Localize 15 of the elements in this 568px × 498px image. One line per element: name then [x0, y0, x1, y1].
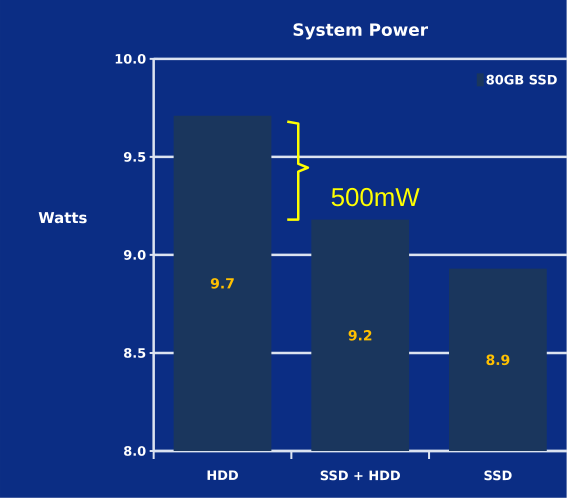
y-tick-label: 8.5	[124, 348, 146, 358]
y-tick-label: 9.5	[124, 152, 146, 162]
legend-label: 80GB SSD	[486, 74, 557, 85]
data-label: 8.9	[486, 354, 510, 366]
y-tick-label: 9.0	[124, 250, 146, 260]
x-tick-label: SSD	[484, 470, 512, 480]
data-label: 9.7	[210, 278, 234, 289]
annotation: 500mW	[332, 188, 420, 206]
chart-title: System Power	[294, 23, 428, 40]
x-tick-label: SSD + HDD	[320, 470, 400, 480]
y-tick-label: 10.0	[116, 54, 146, 64]
x-tick-label: HDD	[208, 470, 238, 480]
data-label: 9.2	[348, 330, 372, 341]
y-axis-title: Watts	[38, 212, 87, 224]
y-tick-label: 8.0	[124, 446, 146, 456]
